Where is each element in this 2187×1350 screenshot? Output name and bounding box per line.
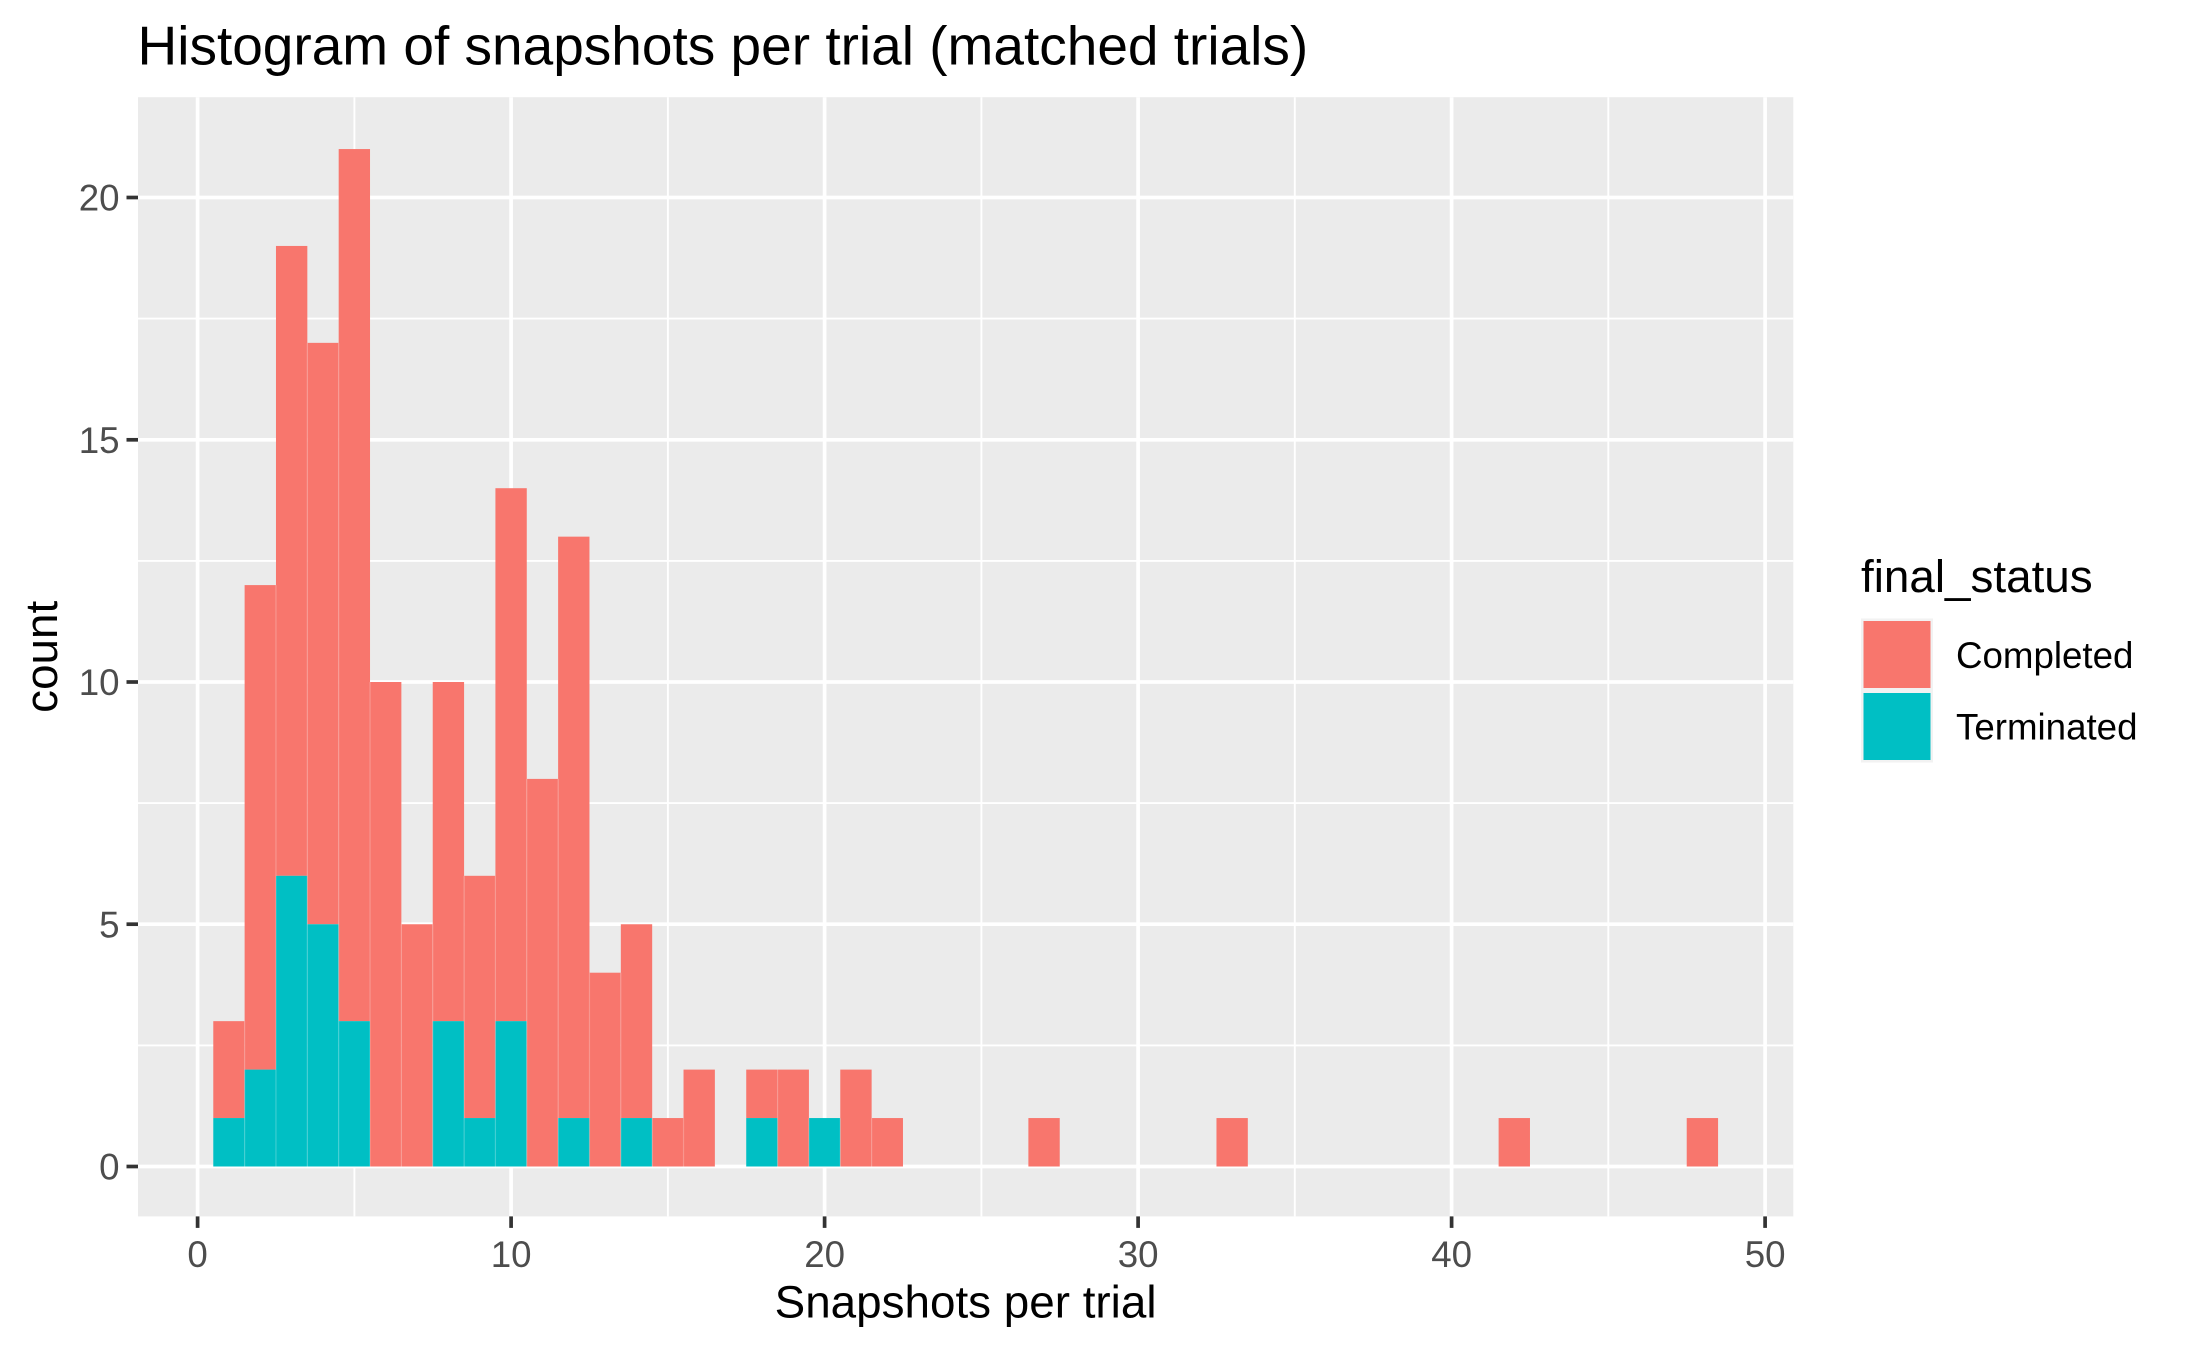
svg-text:Snapshots per trial: Snapshots per trial	[775, 1277, 1157, 1328]
svg-text:50: 50	[1745, 1234, 1786, 1275]
svg-text:30: 30	[1118, 1234, 1159, 1275]
svg-text:15: 15	[79, 420, 120, 461]
svg-text:40: 40	[1431, 1234, 1472, 1275]
svg-text:count: count	[16, 601, 67, 713]
svg-text:10: 10	[491, 1234, 532, 1275]
svg-text:20: 20	[804, 1234, 845, 1275]
svg-text:20: 20	[79, 178, 120, 219]
svg-text:Histogram of snapshots per tri: Histogram of snapshots per trial (matche…	[138, 15, 1309, 77]
svg-text:0: 0	[187, 1234, 207, 1275]
svg-text:final_status: final_status	[1861, 551, 2093, 602]
svg-text:Terminated: Terminated	[1956, 707, 2137, 748]
svg-text:Completed: Completed	[1956, 635, 2133, 676]
svg-text:0: 0	[99, 1147, 119, 1188]
svg-text:5: 5	[99, 905, 119, 946]
svg-text:10: 10	[79, 662, 120, 703]
